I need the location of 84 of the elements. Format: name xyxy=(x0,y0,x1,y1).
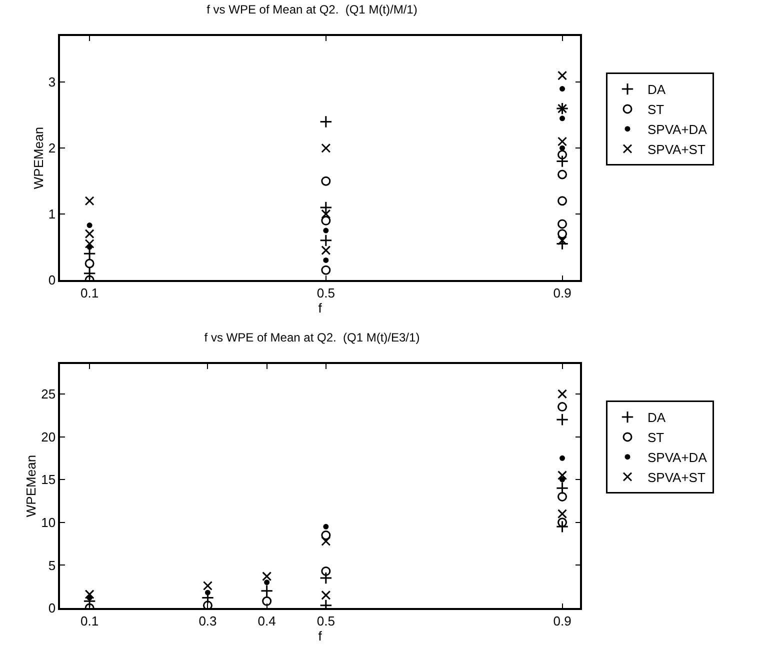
y-tick-label: 0 xyxy=(48,272,56,288)
point xyxy=(320,572,332,584)
y-axis-title: WPEMean xyxy=(30,126,46,190)
point xyxy=(321,246,331,256)
point xyxy=(320,201,332,214)
point xyxy=(321,176,331,186)
point xyxy=(558,229,568,239)
point xyxy=(560,116,566,122)
x-tick-label: 0.1 xyxy=(80,285,99,300)
point xyxy=(84,229,94,239)
legend-label: ST xyxy=(648,430,664,446)
y-axis-title: WPEMean xyxy=(24,454,39,518)
chart-title: f vs WPE of Mean at Q2. (Q1 M(t)/E3/1) xyxy=(204,330,420,344)
y-tick-label: 2 xyxy=(48,140,56,156)
legend-label: SPVA+ST xyxy=(648,142,706,157)
legend-label: SPVA+DA xyxy=(648,450,708,465)
x-tick-label: 0.5 xyxy=(316,285,335,300)
point xyxy=(262,596,272,606)
y-tick-label: 5 xyxy=(48,558,56,573)
point xyxy=(321,143,331,153)
point xyxy=(86,222,92,228)
x-axis-title: f xyxy=(318,300,322,316)
point xyxy=(84,238,94,248)
y-tick-label: 25 xyxy=(41,386,56,402)
point xyxy=(560,86,566,92)
point xyxy=(556,237,569,250)
legend-label: ST xyxy=(648,102,664,118)
y-tick-label: 15 xyxy=(41,472,56,488)
x-tick-label: 0.1 xyxy=(80,613,99,628)
point xyxy=(558,219,568,229)
y-tick-label: 0 xyxy=(48,600,56,616)
point xyxy=(558,492,568,502)
legend-label: SPVA+DA xyxy=(648,122,708,137)
point xyxy=(260,584,274,598)
legend-label: DA xyxy=(648,410,666,426)
point xyxy=(84,196,94,206)
chart-title: f vs WPE of Mean at Q2. (Q1 M(t)/M/1) xyxy=(206,2,418,16)
point xyxy=(560,455,566,461)
x-tick-label: 0.3 xyxy=(198,613,217,628)
x-tick-label: 0.5 xyxy=(316,613,335,628)
point xyxy=(321,209,331,219)
point xyxy=(323,228,329,234)
y-tick-label: 3 xyxy=(48,74,56,90)
legend-label: DA xyxy=(648,82,666,98)
y-tick-label: 10 xyxy=(41,514,56,530)
point xyxy=(560,145,566,151)
x-tick-label: 0.9 xyxy=(553,285,572,300)
point xyxy=(558,470,568,480)
point xyxy=(558,170,568,180)
point xyxy=(560,476,566,482)
point xyxy=(321,265,331,275)
point xyxy=(556,520,569,534)
point xyxy=(558,518,568,528)
point xyxy=(558,150,568,160)
point xyxy=(262,572,272,582)
point xyxy=(558,402,568,412)
point xyxy=(558,389,568,399)
legend-label: SPVA+ST xyxy=(648,470,706,485)
point xyxy=(321,536,331,546)
point xyxy=(556,482,569,494)
point xyxy=(321,530,331,540)
point xyxy=(321,590,331,600)
point xyxy=(556,413,569,426)
point xyxy=(558,70,568,80)
point xyxy=(320,115,332,128)
x-tick-label: 0.4 xyxy=(258,613,276,628)
point xyxy=(556,154,569,168)
point xyxy=(323,524,329,530)
y-tick-label: 20 xyxy=(41,429,56,444)
point xyxy=(323,257,329,263)
point xyxy=(264,580,270,586)
point xyxy=(202,580,212,590)
point xyxy=(204,590,210,596)
point xyxy=(321,216,331,226)
point xyxy=(558,509,568,519)
point xyxy=(321,566,331,576)
point xyxy=(558,136,568,146)
x-axis-title: f xyxy=(318,628,322,644)
point xyxy=(558,196,568,206)
point xyxy=(202,600,212,608)
y-tick-label: 1 xyxy=(48,206,56,222)
point xyxy=(84,258,94,268)
x-tick-label: 0.9 xyxy=(553,613,572,628)
point xyxy=(320,234,332,247)
